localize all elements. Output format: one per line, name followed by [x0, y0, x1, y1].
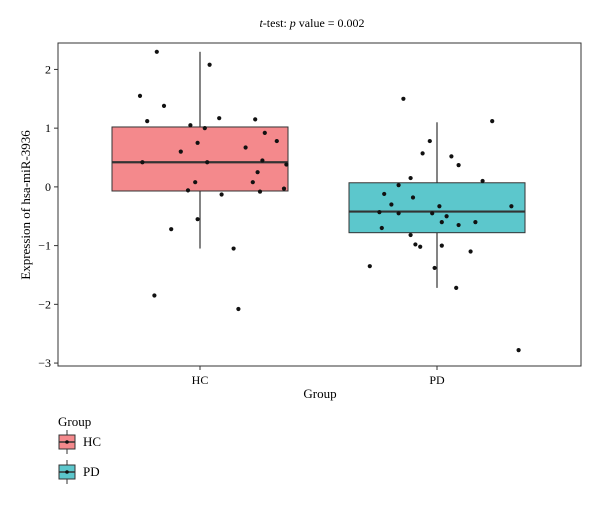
- data-point: [140, 160, 145, 165]
- data-point: [367, 264, 372, 269]
- data-point: [161, 103, 167, 108]
- data-point: [408, 175, 413, 181]
- data-point: [205, 160, 210, 165]
- data-point: [430, 211, 435, 216]
- data-point: [396, 183, 401, 188]
- data-point: [468, 249, 473, 254]
- data-point: [410, 195, 416, 200]
- x-axis: HC PD: [192, 366, 445, 387]
- data-point: [193, 180, 198, 185]
- data-point: [401, 96, 406, 101]
- data-point: [456, 222, 461, 228]
- x-axis-title: Group: [303, 386, 336, 401]
- data-point: [382, 191, 387, 197]
- data-point: [178, 149, 183, 154]
- y-axis: −3 −2 −1 0 1 2: [38, 62, 58, 370]
- data-point: [152, 293, 157, 298]
- y-tick-label: −3: [38, 356, 51, 370]
- data-point: [439, 220, 444, 225]
- data-point: [454, 285, 459, 290]
- data-point: [255, 170, 260, 175]
- data-point: [231, 246, 236, 251]
- data-point: [480, 178, 485, 184]
- chart-title: t-test: p value = 0.002: [259, 16, 364, 30]
- data-point: [250, 180, 255, 185]
- legend-key-point: [65, 470, 69, 474]
- title-t: t: [259, 16, 263, 30]
- legend-key-point: [65, 440, 69, 444]
- data-point: [188, 123, 193, 128]
- data-point: [437, 204, 442, 209]
- x-tick-label: HC: [192, 373, 209, 387]
- data-point: [427, 138, 432, 144]
- legend-label-pd: PD: [83, 464, 100, 479]
- data-point: [509, 204, 514, 209]
- data-point: [236, 306, 241, 312]
- data-point: [262, 130, 267, 135]
- y-tick-label: 2: [45, 62, 51, 76]
- data-point: [413, 242, 418, 247]
- data-point: [284, 162, 289, 167]
- data-point: [257, 189, 263, 194]
- data-point: [473, 220, 478, 225]
- data-point: [516, 348, 521, 353]
- data-point: [281, 186, 287, 191]
- data-point: [253, 117, 258, 122]
- data-point: [243, 145, 248, 150]
- data-point: [449, 154, 454, 159]
- data-point: [396, 211, 401, 216]
- data-point: [456, 163, 461, 168]
- title-suffix: value = 0.002: [296, 16, 365, 30]
- data-point: [274, 138, 279, 144]
- x-tick-label: PD: [429, 373, 445, 387]
- data-point: [490, 119, 495, 124]
- data-point: [260, 158, 265, 163]
- legend-title: Group: [58, 414, 91, 429]
- data-point: [207, 62, 212, 67]
- data-point: [219, 192, 224, 197]
- y-tick-label: −2: [38, 297, 51, 311]
- data-point: [195, 217, 200, 222]
- box-hc: [111, 126, 289, 192]
- box-pd: [348, 182, 526, 234]
- data-point: [389, 202, 394, 207]
- data-point: [377, 210, 382, 215]
- boxes-layer: [111, 51, 526, 288]
- y-tick-label: −1: [38, 239, 51, 253]
- data-point: [379, 225, 384, 231]
- data-point: [137, 93, 143, 98]
- data-point: [169, 227, 174, 232]
- data-point: [439, 243, 444, 248]
- legend: HC PD: [58, 430, 101, 484]
- title-mid: -test:: [263, 16, 290, 30]
- data-point: [408, 232, 413, 238]
- data-point: [154, 49, 159, 54]
- data-point: [217, 116, 222, 121]
- data-point: [420, 151, 425, 156]
- y-tick-label: 0: [45, 180, 51, 194]
- data-point: [185, 188, 191, 193]
- y-tick-label: 1: [45, 121, 51, 135]
- data-point: [202, 126, 207, 131]
- y-axis-title: Expression of hsa-miR-3936: [18, 130, 33, 280]
- points-layer: [137, 49, 521, 353]
- legend-label-hc: HC: [83, 434, 101, 449]
- data-point: [444, 214, 449, 219]
- data-point: [195, 140, 200, 145]
- title-p: p: [289, 16, 296, 30]
- data-point: [432, 265, 437, 271]
- data-point: [418, 244, 423, 249]
- data-point: [145, 119, 150, 124]
